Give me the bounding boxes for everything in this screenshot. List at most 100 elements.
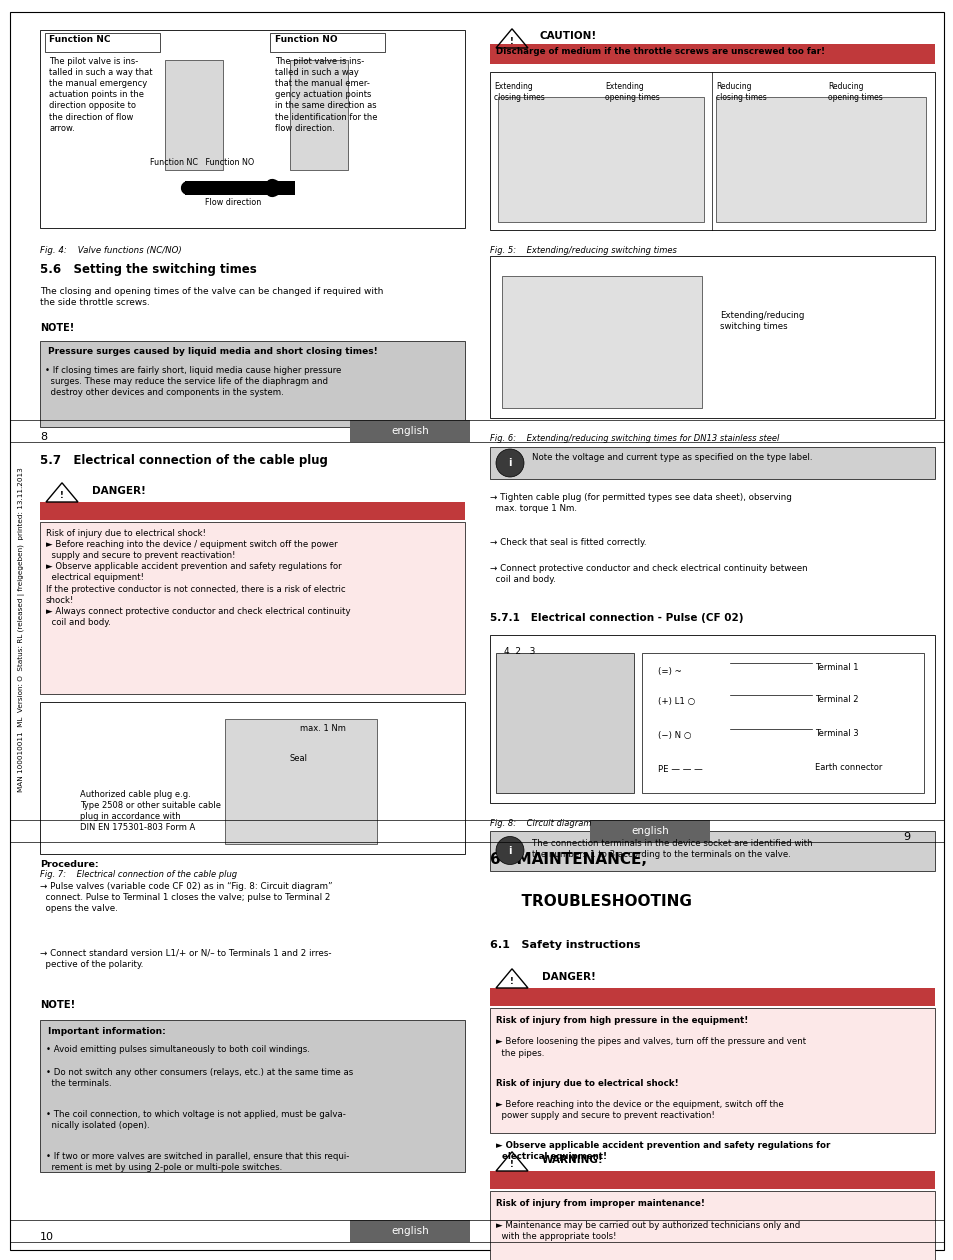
Bar <box>497 97 703 222</box>
Text: !: ! <box>60 491 64 500</box>
Text: !: ! <box>510 37 514 47</box>
Text: TROUBLESHOOTING: TROUBLESHOOTING <box>490 895 691 908</box>
Circle shape <box>496 837 523 864</box>
Text: Flow direction: Flow direction <box>205 198 261 207</box>
Bar <box>490 1191 934 1260</box>
Text: Extending
opening times: Extending opening times <box>604 82 659 102</box>
Bar <box>270 33 385 52</box>
Bar <box>641 653 923 793</box>
Text: i: i <box>508 457 511 467</box>
Text: • Do not switch any other consumers (relays, etc.) at the same time as
  the ter: • Do not switch any other consumers (rel… <box>46 1068 353 1089</box>
Bar <box>490 635 934 803</box>
Bar <box>185 181 294 194</box>
Bar <box>490 256 934 418</box>
Text: Terminal 1: Terminal 1 <box>814 663 858 672</box>
Text: DANGER!: DANGER! <box>91 486 146 496</box>
Text: ► Before reaching into the device or the equipment, switch off the
  power suppl: ► Before reaching into the device or the… <box>496 1100 783 1120</box>
Text: The pilot valve is ins-
talled in such a way that
the manual emergency
actuation: The pilot valve is ins- talled in such a… <box>49 57 152 132</box>
Text: Extending
closing times: Extending closing times <box>494 82 544 102</box>
Bar <box>165 60 223 170</box>
Bar <box>490 830 934 871</box>
Text: english: english <box>391 1226 429 1236</box>
Bar <box>40 501 464 520</box>
Circle shape <box>496 449 523 478</box>
Text: Pressure surges caused by liquid media and short closing times!: Pressure surges caused by liquid media a… <box>48 346 377 357</box>
Bar <box>40 341 464 427</box>
Text: WARNING!: WARNING! <box>541 1155 603 1166</box>
Text: Fig. 8:    Circuit diagram: Fig. 8: Circuit diagram <box>490 819 591 828</box>
Text: Function NC: Function NC <box>49 35 111 44</box>
Text: Risk of injury due to electrical shock!
► Before reaching into the device / equi: Risk of injury due to electrical shock! … <box>46 529 351 626</box>
Text: DANGER!: DANGER! <box>541 971 596 982</box>
Text: i: i <box>508 845 511 856</box>
Text: MAN 100010011  ML  Version: O  Status: RL (released | freigegeben)  printed: 13.: MAN 100010011 ML Version: O Status: RL (… <box>18 467 26 793</box>
Text: 5.7.1   Electrical connection - Pulse (CF 02): 5.7.1 Electrical connection - Pulse (CF … <box>490 612 742 622</box>
Text: 10: 10 <box>40 1232 54 1242</box>
Text: • Avoid emitting pulses simultaneously to both coil windings.: • Avoid emitting pulses simultaneously t… <box>46 1046 310 1055</box>
Text: Fig. 6:    Extending/reducing switching times for DN13 stainless steel: Fig. 6: Extending/reducing switching tim… <box>490 433 779 444</box>
Text: 4  2   3: 4 2 3 <box>503 646 535 655</box>
Text: Terminal 3: Terminal 3 <box>814 728 858 737</box>
Text: CAUTION!: CAUTION! <box>539 32 597 42</box>
Text: The pilot valve is ins-
talled in such a way
that the manual emer-
gency actuati: The pilot valve is ins- talled in such a… <box>274 57 377 132</box>
Text: The connection terminals in the device socket are identified with
the numbers 1 : The connection terminals in the device s… <box>532 838 812 858</box>
Bar <box>716 97 925 222</box>
Text: (+) L1 ○: (+) L1 ○ <box>658 697 695 706</box>
Text: 9: 9 <box>902 832 909 842</box>
Text: → Tighten cable plug (for permitted types see data sheet), observing
  max. torq: → Tighten cable plug (for permitted type… <box>490 493 791 513</box>
Bar <box>490 1171 934 1189</box>
Text: Seal: Seal <box>290 753 308 764</box>
Text: Earth connector: Earth connector <box>814 762 882 771</box>
Text: Note the voltage and current type as specified on the type label.: Note the voltage and current type as spe… <box>532 454 812 462</box>
Text: !: ! <box>510 1160 514 1169</box>
Text: ► Observe applicable accident prevention and safety regulations for
  electrical: ► Observe applicable accident prevention… <box>496 1142 829 1162</box>
Text: 5.7   Electrical connection of the cable plug: 5.7 Electrical connection of the cable p… <box>40 454 328 467</box>
Bar <box>350 1220 470 1242</box>
Text: english: english <box>631 827 668 835</box>
Bar <box>40 30 464 228</box>
Bar <box>490 72 934 231</box>
Bar <box>40 522 464 694</box>
Text: Terminal 2: Terminal 2 <box>814 694 858 703</box>
Text: → Connect protective conductor and check electrical continuity between
  coil an: → Connect protective conductor and check… <box>490 563 807 583</box>
Text: Function NO: Function NO <box>274 35 337 44</box>
Text: Authorized cable plug e.g.
Type 2508 or other suitable cable
plug in accordance : Authorized cable plug e.g. Type 2508 or … <box>80 790 221 833</box>
Text: Function NC   Function NO: Function NC Function NO <box>150 158 254 168</box>
Bar <box>490 44 934 64</box>
Text: Risk of injury from high pressure in the equipment!: Risk of injury from high pressure in the… <box>496 1016 747 1024</box>
Text: (=) ~: (=) ~ <box>658 667 681 675</box>
Text: Discharge of medium if the throttle screws are unscrewed too far!: Discharge of medium if the throttle scre… <box>496 47 824 55</box>
Bar <box>290 60 348 170</box>
Text: • If two or more valves are switched in parallel, ensure that this requi-
  reme: • If two or more valves are switched in … <box>46 1152 349 1172</box>
Text: 6.1   Safety instructions: 6.1 Safety instructions <box>490 940 639 950</box>
Text: • If closing times are fairly short, liquid media cause higher pressure
  surges: • If closing times are fairly short, liq… <box>45 365 341 397</box>
Bar <box>225 719 376 844</box>
Bar <box>501 276 701 408</box>
Text: !: ! <box>510 976 514 987</box>
Bar <box>490 1008 934 1133</box>
Text: english: english <box>391 426 429 436</box>
Bar <box>490 988 934 1005</box>
Text: (−) N ○: (−) N ○ <box>658 731 691 740</box>
Text: Reducing
opening times: Reducing opening times <box>827 82 882 102</box>
Bar <box>589 820 709 842</box>
Text: NOTE!: NOTE! <box>40 999 75 1009</box>
Text: NOTE!: NOTE! <box>40 323 74 333</box>
Bar <box>40 702 464 854</box>
Bar <box>40 1019 464 1172</box>
Text: Extending/reducing
switching times: Extending/reducing switching times <box>720 311 803 331</box>
Text: ► Before loosening the pipes and valves, turn off the pressure and vent
  the pi: ► Before loosening the pipes and valves,… <box>496 1037 805 1057</box>
Bar <box>496 653 634 793</box>
Text: 8: 8 <box>40 432 47 442</box>
Bar <box>350 420 470 442</box>
Text: Risk of injury from improper maintenance!: Risk of injury from improper maintenance… <box>496 1200 704 1208</box>
Text: • The coil connection, to which voltage is not applied, must be galva-
  nically: • The coil connection, to which voltage … <box>46 1110 346 1130</box>
Text: Fig. 4:    Valve functions (NC/NO): Fig. 4: Valve functions (NC/NO) <box>40 246 182 255</box>
Text: 6   MAINTENANCE,: 6 MAINTENANCE, <box>490 852 646 867</box>
Text: → Check that seal is fitted correctly.: → Check that seal is fitted correctly. <box>490 538 646 547</box>
Text: The closing and opening times of the valve can be changed if required with
the s: The closing and opening times of the val… <box>40 287 383 307</box>
Text: max. 1 Nm: max. 1 Nm <box>299 724 346 733</box>
Text: PE — — —: PE — — — <box>658 765 702 774</box>
Text: ► Maintenance may be carried out by authorized technicians only and
  with the a: ► Maintenance may be carried out by auth… <box>496 1221 800 1241</box>
Text: → Connect standard version L1/+ or N/– to Terminals 1 and 2 irres-
  pective of : → Connect standard version L1/+ or N/– t… <box>40 949 331 969</box>
